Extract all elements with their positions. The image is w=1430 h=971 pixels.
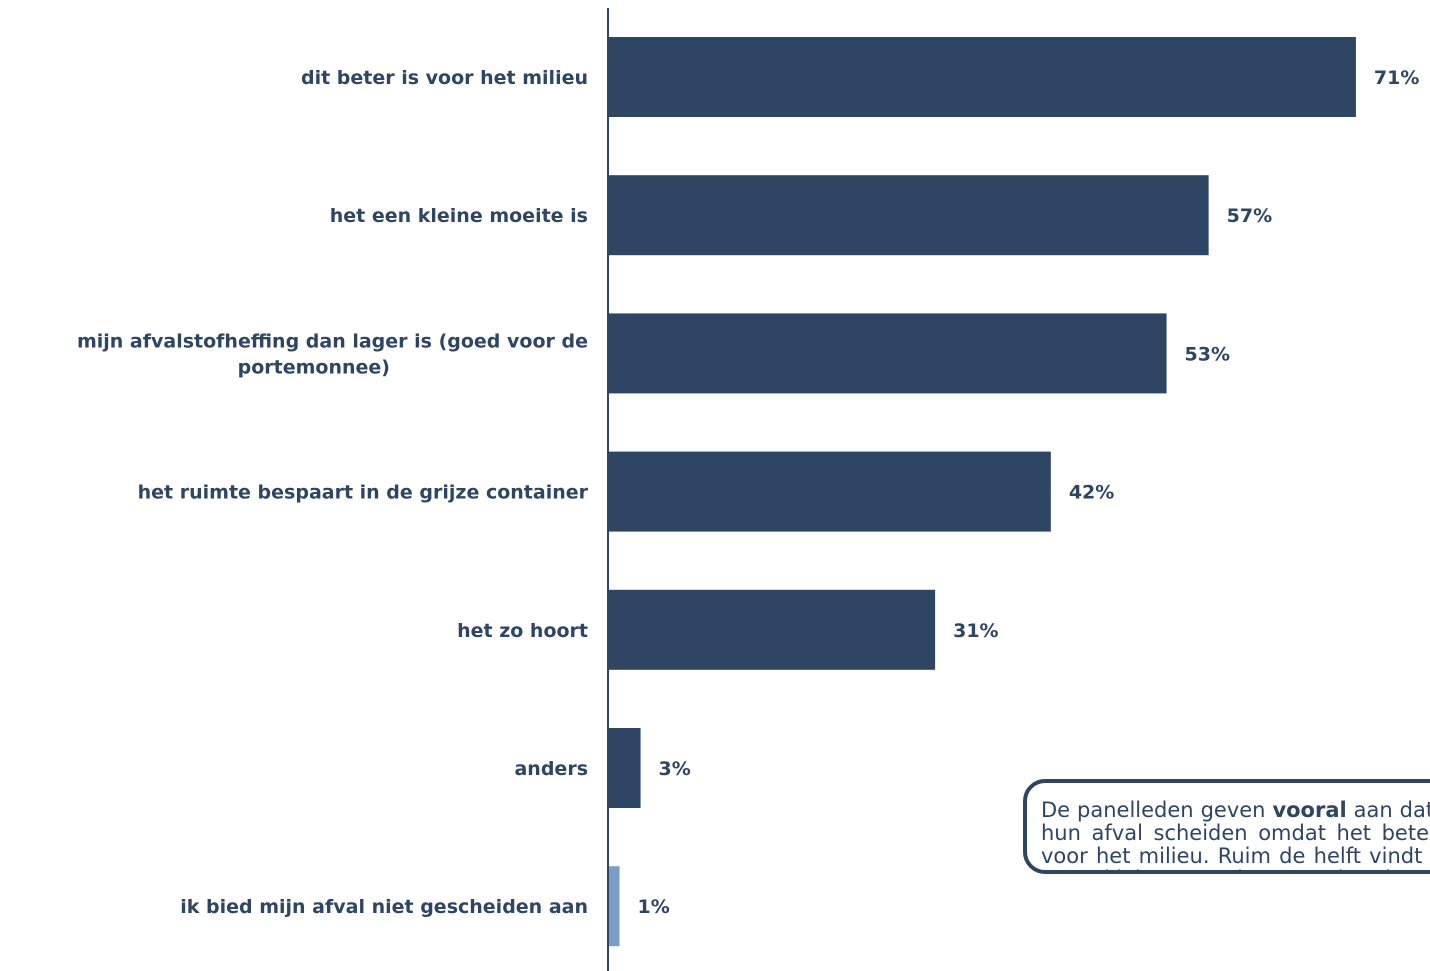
callout-text-after: aan dat ze hun afval scheiden omdat het … xyxy=(1041,798,1430,871)
category-label-2: het een kleine moeite is xyxy=(330,205,588,227)
callout-text-bold: vooral xyxy=(1272,798,1347,822)
value-label-2: 57% xyxy=(1227,205,1272,227)
category-label-4: het ruimte bespaart in de grijze contain… xyxy=(138,482,589,504)
callout-text-before: De panelleden geven xyxy=(1041,798,1273,822)
value-label-4: 42% xyxy=(1069,482,1114,504)
value-label-5: 31% xyxy=(953,620,998,642)
bar-7 xyxy=(609,866,620,947)
bar-2 xyxy=(609,175,1209,256)
value-label-3: 53% xyxy=(1185,343,1230,365)
bar-5 xyxy=(609,589,936,670)
category-label-5: het zo hoort xyxy=(457,620,588,642)
value-label-1: 71% xyxy=(1374,67,1419,89)
bar-4 xyxy=(609,451,1051,532)
bar-6 xyxy=(609,728,641,808)
category-label-6: anders xyxy=(514,758,588,780)
summary-callout: De panelleden geven vooral aan dat ze hu… xyxy=(1023,779,1430,874)
category-label-7: ik bied mijn afval niet gescheiden aan xyxy=(180,896,588,918)
value-label-7: 1% xyxy=(638,896,670,918)
category-label-3: mijn afvalstofheffing dan lager is (goed… xyxy=(77,330,588,378)
category-label-1: dit beter is voor het milieu xyxy=(301,67,588,89)
bar-3 xyxy=(609,313,1167,394)
bar-1 xyxy=(609,37,1356,117)
value-label-6: 3% xyxy=(659,758,691,780)
